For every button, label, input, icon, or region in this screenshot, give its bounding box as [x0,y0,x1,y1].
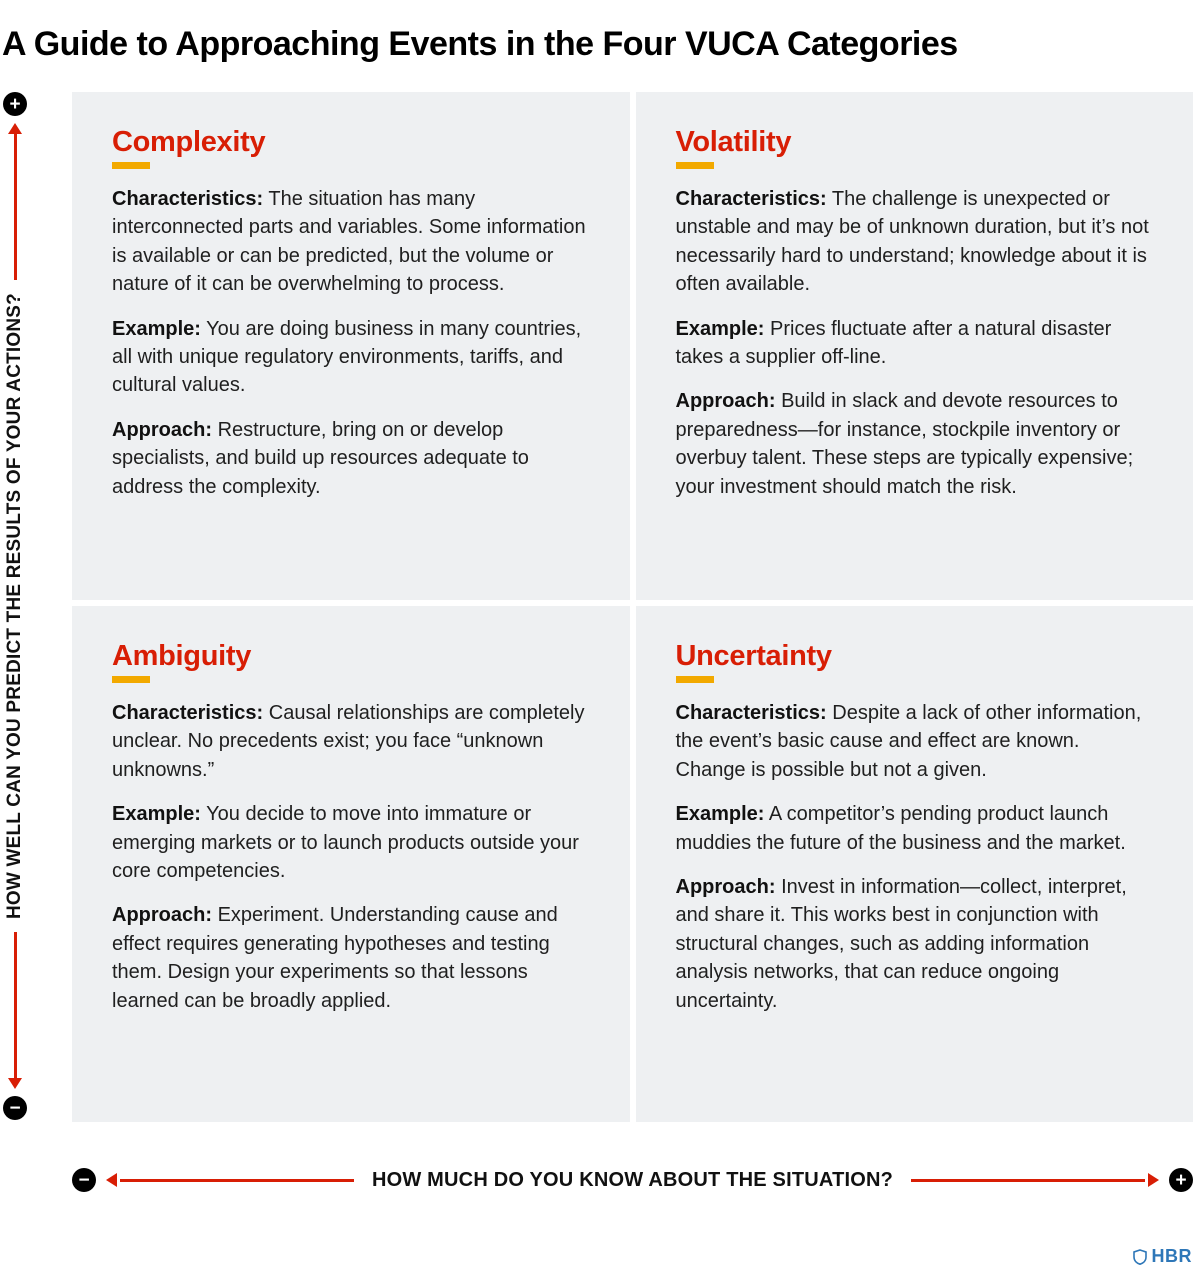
arrow-down-icon [8,1078,22,1090]
page-title: A Guide to Approaching Events in the Fou… [2,24,958,63]
minus-circle-icon: − [72,1168,96,1192]
heading-accent [112,676,150,683]
section-text: Experiment. Understanding cause and effe… [112,904,558,1012]
section-label: Characteristics: [675,188,827,210]
arrow-right-icon [1148,1173,1160,1187]
heading-accent [112,162,150,169]
section-label: Characteristics: [112,188,264,210]
section-text: You are doing business in many countries… [112,317,582,397]
section-text: A competitor’s pending product launch mu… [675,803,1126,854]
heading-accent [675,162,714,169]
approach-paragraph: Approach: Experiment. Understanding caus… [112,901,588,1015]
quadrant-complexity: Complexity Characteristics: The situatio… [72,92,630,600]
quadrant-volatility: Volatility Characteristics: The challeng… [635,92,1193,600]
approach-paragraph: Approach: Build in slack and devote reso… [676,387,1152,501]
x-axis-line-left [120,1178,354,1182]
x-axis-line-right [911,1178,1146,1182]
example-paragraph: Example: You decide to move into immatur… [112,800,588,885]
arrow-up-icon [8,123,22,134]
y-axis-line-bottom [13,932,17,1079]
approach-paragraph: Approach: Invest in information—collect,… [676,873,1152,1015]
hbr-logo: HBR [1132,1246,1193,1267]
x-axis: − HOW MUCH DO YOU KNOW ABOUT THE SITUATI… [72,1166,1194,1194]
characteristics-paragraph: Characteristics: Despite a lack of other… [676,699,1152,784]
example-paragraph: Example: You are doing business in many … [112,315,588,400]
quadrant-heading: Ambiguity [112,640,252,672]
section-text: Causal relationships are completely uncl… [112,702,585,781]
quadrant-ambiguity: Ambiguity Characteristics: Causal relati… [72,606,630,1122]
section-text: You decide to move into immature or emer… [112,803,579,882]
plus-circle-icon: + [3,92,27,116]
section-label: Approach: [112,418,212,441]
section-text: Invest in information—collect, interpret… [675,875,1127,1012]
section-label: Approach: [112,904,212,927]
y-axis-label: HOW WELL CAN YOU PREDICT THE RESULTS OF … [4,293,25,920]
section-label: Example: [675,803,765,826]
quadrant-heading: Volatility [675,126,792,158]
example-paragraph: Example: Prices fluctuate after a natura… [676,315,1152,372]
section-label: Approach: [675,390,776,413]
quadrant-uncertainty: Uncertainty Characteristics: Despite a l… [635,606,1193,1122]
x-axis-label: HOW MUCH DO YOU KNOW ABOUT THE SITUATION… [371,1168,894,1191]
section-text: Restructure, bring on or develop special… [112,418,529,498]
plus-circle-icon: + [1169,1168,1194,1192]
section-text: Prices fluctuate after a natural disaste… [675,317,1112,368]
heading-accent [675,676,714,683]
section-text: Build in slack and devote resources to p… [675,390,1134,498]
section-label: Example: [112,803,201,826]
hbr-logo-text: HBR [1151,1246,1192,1266]
section-label: Characteristics: [112,702,264,724]
section-text: The challenge is unexpected or unstable … [675,188,1149,296]
section-label: Approach: [675,875,776,898]
section-text: Despite a lack of other information, the… [675,702,1142,781]
section-label: Example: [675,317,765,340]
approach-paragraph: Approach: Restructure, bring on or devel… [112,416,588,501]
arrow-left-icon [106,1173,117,1187]
section-label: Example: [112,317,201,340]
quadrant-heading: Complexity [112,126,266,158]
minus-circle-icon: − [3,1096,27,1121]
characteristics-paragraph: Characteristics: The challenge is unexpe… [676,185,1152,299]
example-paragraph: Example: A competitor’s pending product … [676,800,1152,857]
y-axis: + HOW WELL CAN YOU PREDICT THE RESULTS O… [1,92,29,1121]
characteristics-paragraph: Characteristics: The situation has many … [112,185,588,299]
quadrant-grid: Complexity Characteristics: The situatio… [72,92,1193,1122]
characteristics-paragraph: Characteristics: Causal relationships ar… [112,699,588,784]
y-axis-line-top [13,134,17,280]
section-label: Characteristics: [675,702,827,724]
quadrant-heading: Uncertainty [675,640,833,672]
section-text: The situation has many interconnected pa… [112,188,586,296]
shield-icon [1132,1248,1147,1265]
